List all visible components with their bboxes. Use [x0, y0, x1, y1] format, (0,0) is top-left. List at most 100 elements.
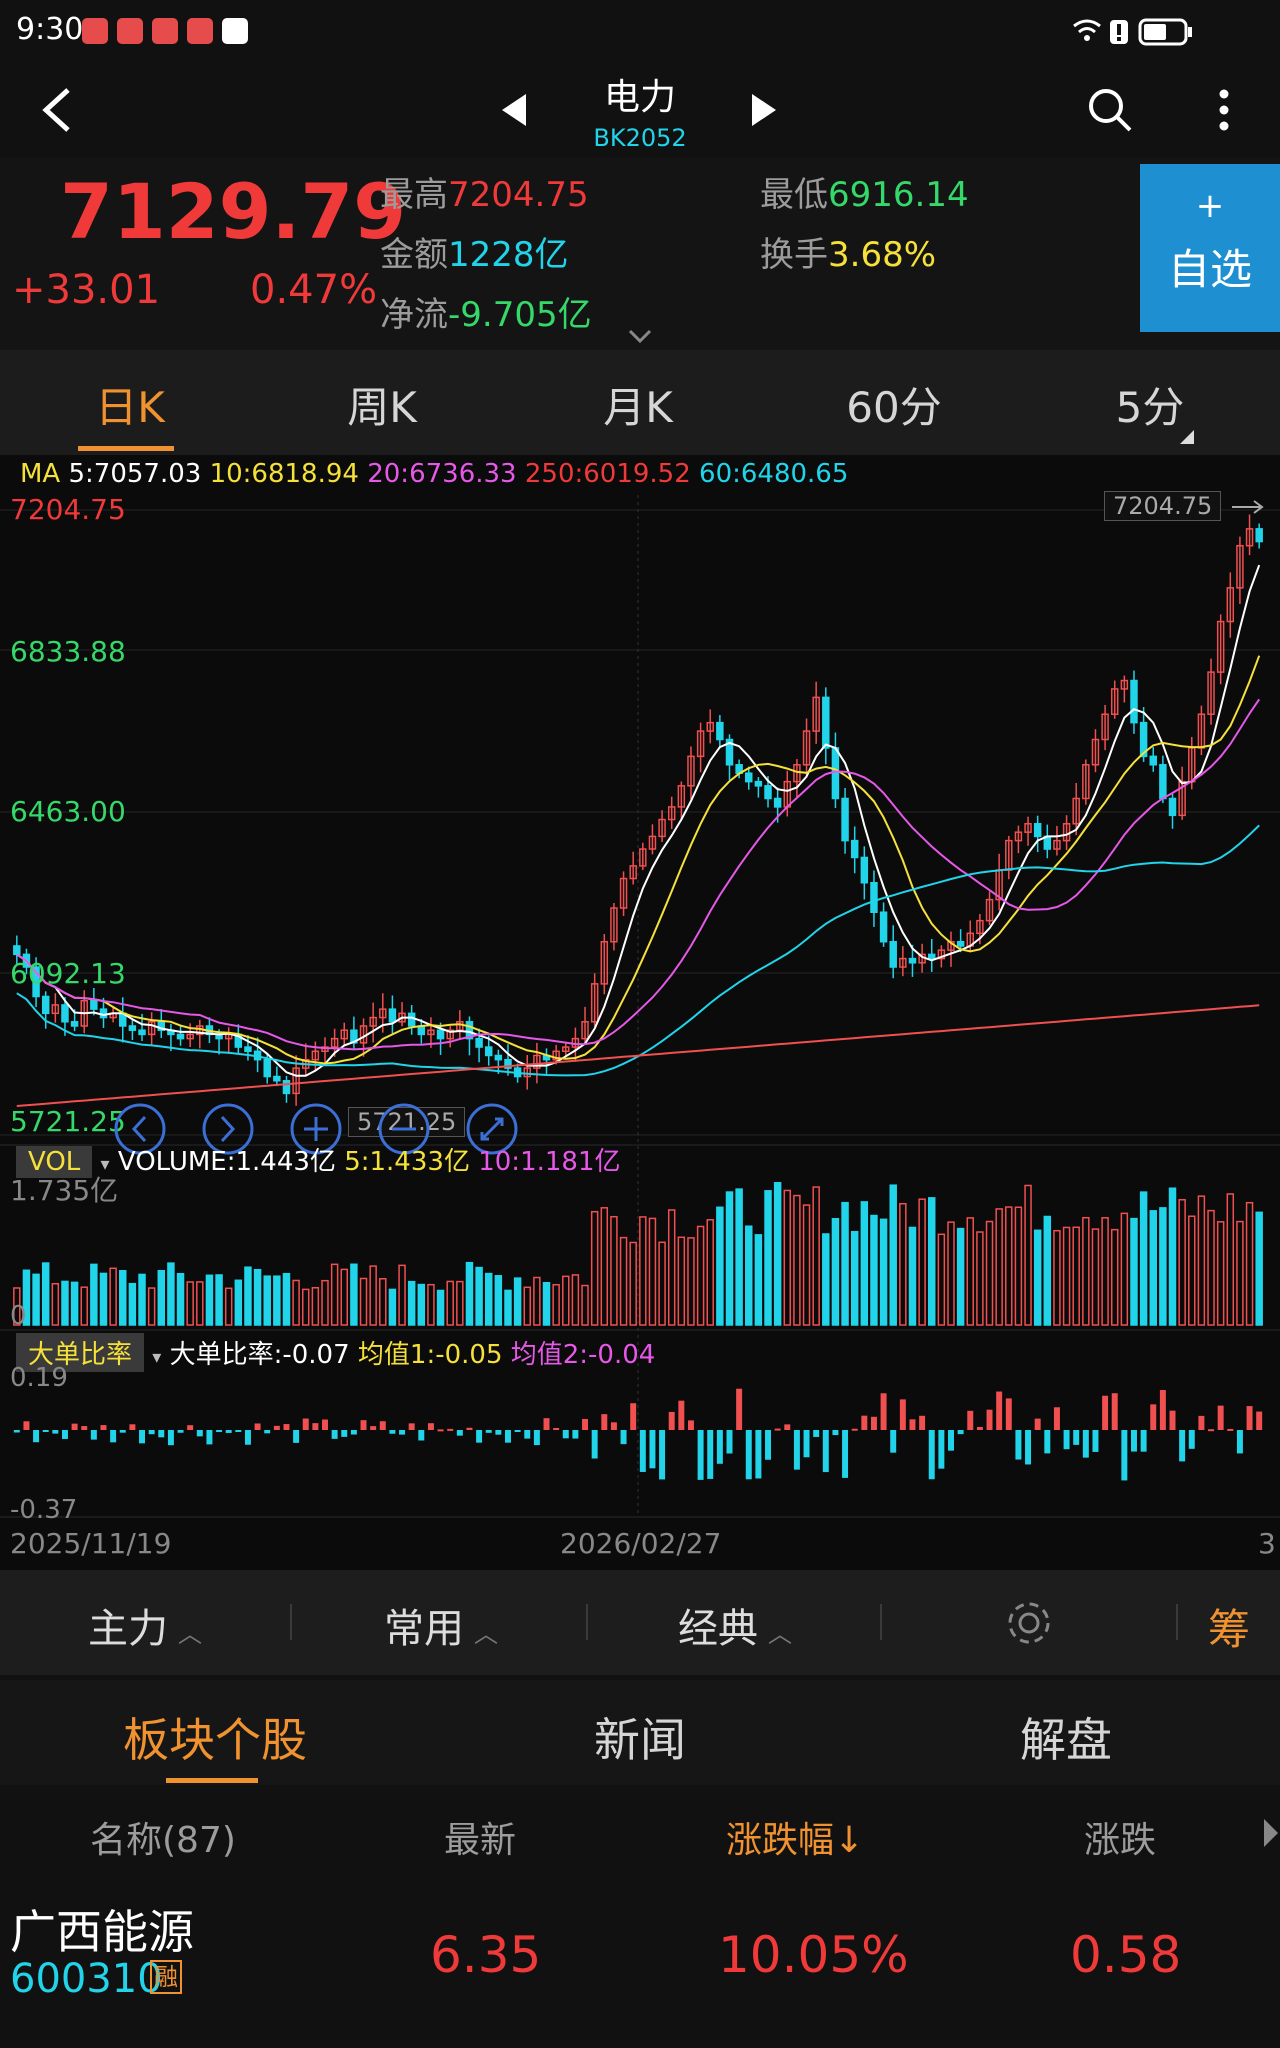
- big-order-bar: [851, 1428, 858, 1431]
- low-label: 最低: [760, 175, 828, 215]
- low-stat: 最低6916.14: [760, 167, 969, 216]
- big-order-bar: [890, 1430, 897, 1453]
- volume-bar: [850, 1230, 859, 1326]
- candle: [745, 772, 753, 783]
- candle: [879, 911, 888, 943]
- indicator-common-tab[interactable]: 常用 ︿: [384, 1596, 498, 1654]
- tab-analysis[interactable]: 解盘: [1020, 1713, 1112, 1767]
- volume-bars: [13, 1182, 1263, 1326]
- scroll-columns-icon[interactable]: [1264, 1819, 1280, 1847]
- more-menu-icon[interactable]: [1212, 86, 1236, 134]
- tab-news[interactable]: 新闻: [594, 1713, 686, 1767]
- candle: [908, 957, 917, 964]
- big-order-bar: [61, 1430, 68, 1439]
- big-order-bar: [360, 1420, 367, 1430]
- candle: [870, 881, 878, 913]
- more-periods-icon[interactable]: [1180, 430, 1194, 444]
- candle: [629, 865, 637, 880]
- table-row[interactable]: 广西能源 600310 融 6.35 10.05% 0.58: [0, 1880, 1280, 2048]
- back-icon[interactable]: [38, 86, 78, 134]
- big-order-tag[interactable]: 大单比率: [16, 1333, 145, 1372]
- big-order-bar: [1246, 1406, 1253, 1430]
- tab-sector-stocks[interactable]: 板块个股: [123, 1713, 307, 1767]
- big-order-bar: [736, 1388, 743, 1430]
- volume-bar: [41, 1262, 50, 1326]
- volume-bar: [889, 1184, 897, 1326]
- chip-distribution-tab[interactable]: 筹: [1208, 1605, 1251, 1654]
- candle: [465, 1021, 474, 1040]
- volume-bar: [1082, 1216, 1090, 1326]
- big-order-bar: [71, 1423, 78, 1430]
- volume-bar: [725, 1191, 734, 1326]
- volume-bar: [1024, 1184, 1032, 1326]
- candle: [600, 940, 609, 985]
- expand-stats-icon[interactable]: [628, 329, 652, 343]
- volume-bar: [706, 1219, 714, 1326]
- big-order-bar: [1140, 1430, 1147, 1452]
- volume-bar: [947, 1221, 955, 1326]
- candle: [51, 1004, 60, 1015]
- big-order-bar: [957, 1430, 964, 1435]
- big-order-bar: [225, 1430, 232, 1433]
- volume-bar: [157, 1269, 166, 1326]
- volume-bar: [138, 1273, 146, 1326]
- tab-week-k[interactable]: 周K: [347, 383, 417, 432]
- big-order-bar: [119, 1430, 126, 1433]
- volume-bar: [793, 1194, 801, 1326]
- col-latest[interactable]: 最新: [444, 1820, 517, 1861]
- indicator-classic-tab[interactable]: 经典 ︿: [678, 1596, 792, 1654]
- volume-bar: [928, 1197, 936, 1326]
- ma20-line: [16, 698, 1261, 1051]
- big-order-bar: [726, 1430, 733, 1454]
- candlestick-chart[interactable]: [0, 455, 1280, 1570]
- volume-bar: [552, 1283, 560, 1326]
- candle: [340, 1029, 348, 1040]
- big-order-bar: [389, 1430, 396, 1434]
- status-time: 9:30: [16, 12, 84, 47]
- volume-bar: [629, 1241, 637, 1326]
- big-order-bar: [293, 1430, 300, 1443]
- chart-area[interactable]: MA 5:7057.03 10:6818.94 20:6736.33 250:6…: [0, 455, 1280, 1570]
- app-notification-icon: [152, 18, 178, 44]
- volume-bar: [388, 1288, 397, 1326]
- indicator-classic-label: 经典: [678, 1606, 758, 1652]
- volume-tag[interactable]: VOL: [16, 1146, 93, 1178]
- volume-bar: [1014, 1206, 1023, 1326]
- volume-bar: [465, 1261, 474, 1326]
- gear-icon[interactable]: [1004, 1598, 1054, 1648]
- indicator-main-label: 主力: [88, 1606, 168, 1652]
- zoom-out-icon: [378, 1103, 430, 1155]
- col-change-pct[interactable]: 涨跌幅↓: [726, 1811, 864, 1863]
- candle: [61, 1004, 69, 1023]
- next-sector-icon[interactable]: [748, 92, 778, 128]
- volume-bar: [523, 1286, 531, 1326]
- volume-bar: [80, 1286, 88, 1326]
- add-watchlist-button[interactable]: + 自选: [1140, 164, 1280, 332]
- volume-bar: [263, 1275, 271, 1326]
- tab-60min[interactable]: 60分: [846, 383, 942, 432]
- candle: [1120, 679, 1129, 690]
- prev-sector-icon[interactable]: [500, 92, 530, 128]
- volume-bar: [1245, 1201, 1254, 1326]
- big-order-bar: [264, 1430, 271, 1434]
- tab-5min[interactable]: 5分: [1115, 383, 1185, 432]
- big-order-bar: [996, 1391, 1003, 1430]
- tab-day-k[interactable]: 日K: [95, 383, 165, 432]
- big-order-bar: [1015, 1430, 1022, 1460]
- volume-bar: [1207, 1209, 1215, 1326]
- candle: [639, 848, 647, 867]
- volume-bar: [234, 1279, 243, 1326]
- big-order-bar: [697, 1430, 704, 1480]
- battery-icon: [1138, 18, 1188, 46]
- col-name[interactable]: 名称(87): [90, 1820, 236, 1861]
- candle: [523, 1067, 531, 1078]
- volume-bar: [167, 1262, 175, 1326]
- indicator-main-tab[interactable]: 主力 ︿: [88, 1596, 202, 1654]
- big-order-bar: [813, 1430, 820, 1437]
- tab-month-k[interactable]: 月K: [603, 383, 673, 432]
- volume-bar: [379, 1278, 387, 1326]
- volume-bar: [350, 1263, 358, 1326]
- col-change[interactable]: 涨跌: [1084, 1820, 1157, 1861]
- big-order-bar: [1236, 1430, 1243, 1454]
- search-icon[interactable]: [1086, 86, 1134, 134]
